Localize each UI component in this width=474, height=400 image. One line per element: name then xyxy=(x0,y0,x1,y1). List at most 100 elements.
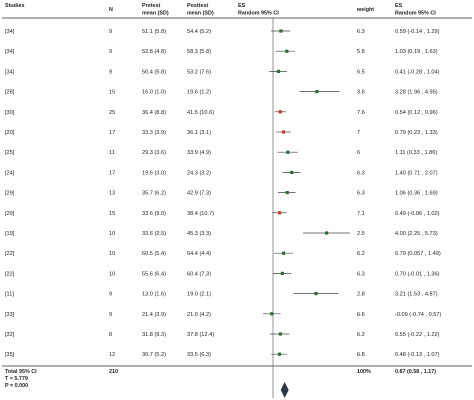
total-weight: 100% xyxy=(357,369,371,375)
study-row: [33] 9 21.4 (3.9) 21.0 (4.2) 6.6 -0.09 (-0.74… xyxy=(5,312,441,318)
study-row: [28] 15 16.0 (1.0) 19.6 (1.2) 3.6 3.28 (1.96 … xyxy=(5,90,438,96)
study-label: [32] xyxy=(5,332,15,338)
study-weight: 6 xyxy=(357,150,360,156)
study-posttest: 42.9 (7.3) xyxy=(187,191,211,197)
effect-size-marker xyxy=(270,312,274,316)
effect-size-marker xyxy=(315,90,319,94)
study-posttest: 21.0 (4.2) xyxy=(187,312,211,318)
study-row: [35] 12 30.7 (5.2) 33.5 (6.3) 6.8 0.48 (-0.13… xyxy=(5,352,440,358)
study-weight: 7.6 xyxy=(357,110,365,116)
study-row: [11] 9 13.0 (1.6) 19.0 (2.1) 2.8 3.21 (1.53 ,… xyxy=(5,292,438,298)
study-n: 8 xyxy=(109,332,112,338)
study-pretest: 55.6 (6.4) xyxy=(142,271,166,277)
study-label: [19] xyxy=(5,231,15,237)
study-label: [25] xyxy=(5,150,15,156)
study-weight: 2.5 xyxy=(357,231,365,237)
effect-size-marker xyxy=(278,332,282,336)
effect-size-marker xyxy=(276,69,281,73)
study-posttest: 19.6 (1.2) xyxy=(187,90,211,96)
study-n: 15 xyxy=(109,211,115,217)
study-weight: 6.5 xyxy=(357,69,365,75)
study-weight: 6.3 xyxy=(357,191,365,197)
study-pretest: 50.4 (5.8) xyxy=(142,69,166,75)
study-label: [35] xyxy=(5,352,15,358)
study-es-ci: 1.06 (0.36 , 1.69) xyxy=(395,191,438,197)
col-header-posttest: Posttest mean (SD) xyxy=(187,3,214,17)
study-pretest: 36.4 (8.8) xyxy=(142,110,166,116)
study-row: [34] 9 51.1 (5.8) 54.4 (5.2) 6.3 0.59 (-0.14 … xyxy=(5,29,440,35)
study-posttest: 60.4 (7.3) xyxy=(187,271,211,277)
study-row: [34] 9 50.4 (5.8) 53.2 (7.6) 6.5 0.41 (-0.28 … xyxy=(5,69,440,75)
study-label: [29] xyxy=(5,191,15,197)
study-label: [29] xyxy=(5,211,15,217)
study-weight: 6.3 xyxy=(357,170,365,176)
study-n: 9 xyxy=(109,49,112,55)
study-es-ci: 0.79 (0.23 , 1.33) xyxy=(395,130,438,136)
study-n: 10 xyxy=(109,271,115,277)
study-posttest: 19.0 (2.1) xyxy=(187,292,211,298)
study-posttest: 41.5 (10.6) xyxy=(187,110,214,116)
study-weight: 5.8 xyxy=(357,49,365,55)
study-n: 15 xyxy=(109,90,115,96)
study-row: [30] 25 36.4 (8.8) 41.5 (10.6) 7.6 0.54 (0.12… xyxy=(5,110,438,116)
study-es-ci: 0.48 (-0.13 , 1.07) xyxy=(395,352,440,358)
study-es-ci: 4.00 (2.25 , 5.73) xyxy=(395,231,438,237)
effect-size-marker xyxy=(278,110,282,114)
col-header-es-plot: ES Random 95% CI xyxy=(238,3,279,17)
study-n: 12 xyxy=(109,352,115,358)
study-label: [24] xyxy=(5,170,15,176)
study-es-ci: 1.03 (0.19 , 1.63) xyxy=(395,49,438,55)
study-row: [24] 17 19.6 (3.0) 24.3 (3.2) 6.3 1.40 (0.71 … xyxy=(5,170,438,176)
effect-size-marker xyxy=(280,271,284,275)
study-posttest: 45.3 (3.3) xyxy=(187,231,211,237)
study-pretest: 29.3 (3.6) xyxy=(142,150,166,156)
study-pretest: 51.1 (5.8) xyxy=(142,29,166,35)
study-label: [34] xyxy=(5,29,15,35)
study-es-ci: 0.59 (-0.14 , 1.29) xyxy=(395,29,440,35)
study-label: [22] xyxy=(5,251,15,257)
study-weight: 7 xyxy=(357,130,360,136)
study-n: 9 xyxy=(109,292,112,298)
study-n: 17 xyxy=(109,170,115,176)
study-row: [22] 10 60.5 (5.4) 64.4 (4.4) 6.2 0.79 (0.057… xyxy=(5,251,441,257)
study-n: 9 xyxy=(109,69,112,75)
effect-size-marker xyxy=(290,170,294,174)
study-row: [29] 13 35.7 (6.2) 42.9 (7.3) 6.3 1.06 (0.36 … xyxy=(5,191,438,197)
study-es-ci: 0.54 (0.12 , 0.96) xyxy=(395,110,438,116)
total-label: Total 95% CI xyxy=(5,369,37,375)
study-label: [22] xyxy=(5,271,15,277)
effect-size-marker xyxy=(314,292,318,296)
effect-size-marker xyxy=(285,49,289,53)
study-row: [34] 9 52.8 (4.8) 58.3 (5.8) 5.8 1.03 (0.19 ,… xyxy=(5,49,438,55)
study-n: 10 xyxy=(109,251,115,257)
study-weight: 3.6 xyxy=(357,90,365,96)
study-label: [30] xyxy=(5,110,15,116)
study-es-ci: 1.40 (0.71 , 2.07) xyxy=(395,170,438,176)
study-es-ci: 0.41 (-0.28 , 1.04) xyxy=(395,69,440,75)
study-pretest: 31.8 (9.3) xyxy=(142,332,166,338)
study-posttest: 33.9 (4.9) xyxy=(187,150,211,156)
study-label: [33] xyxy=(5,312,15,318)
effect-size-marker xyxy=(325,231,329,235)
effect-size-marker xyxy=(281,251,286,255)
study-pretest: 33.6 (2.5) xyxy=(142,231,166,237)
study-weight: 6.6 xyxy=(357,312,365,318)
study-label: [34] xyxy=(5,49,15,55)
study-weight: 6.8 xyxy=(357,352,365,358)
study-posttest: 53.2 (7.6) xyxy=(187,69,211,75)
study-n: 10 xyxy=(109,231,115,237)
study-row: [29] 15 33.6 (9.0) 38.4 (10.7) 7.1 0.49 (-0.0… xyxy=(5,211,440,217)
study-es-ci: 1.11 (0.33 , 1.86) xyxy=(395,150,437,156)
study-posttest: 37.8 (12.4) xyxy=(187,332,214,338)
study-rows: [34] 9 51.1 (5.8) 54.4 (5.2) 6.3 0.59 (-0.14 … xyxy=(5,29,441,358)
study-posttest: 64.4 (4.4) xyxy=(187,251,211,257)
col-header-es-ci: ES Random 95% CI xyxy=(395,3,436,17)
study-posttest: 24.3 (3.2) xyxy=(187,170,211,176)
study-label: [28] xyxy=(5,90,15,96)
study-pretest: 13.0 (1.6) xyxy=(142,292,166,298)
study-es-ci: -0.09 (-0.74 , 0.57) xyxy=(395,312,441,318)
effect-size-marker xyxy=(285,191,289,195)
study-weight: 6.2 xyxy=(357,332,365,338)
study-pretest: 21.4 (3.9) xyxy=(142,312,166,318)
study-label: [34] xyxy=(5,69,15,75)
